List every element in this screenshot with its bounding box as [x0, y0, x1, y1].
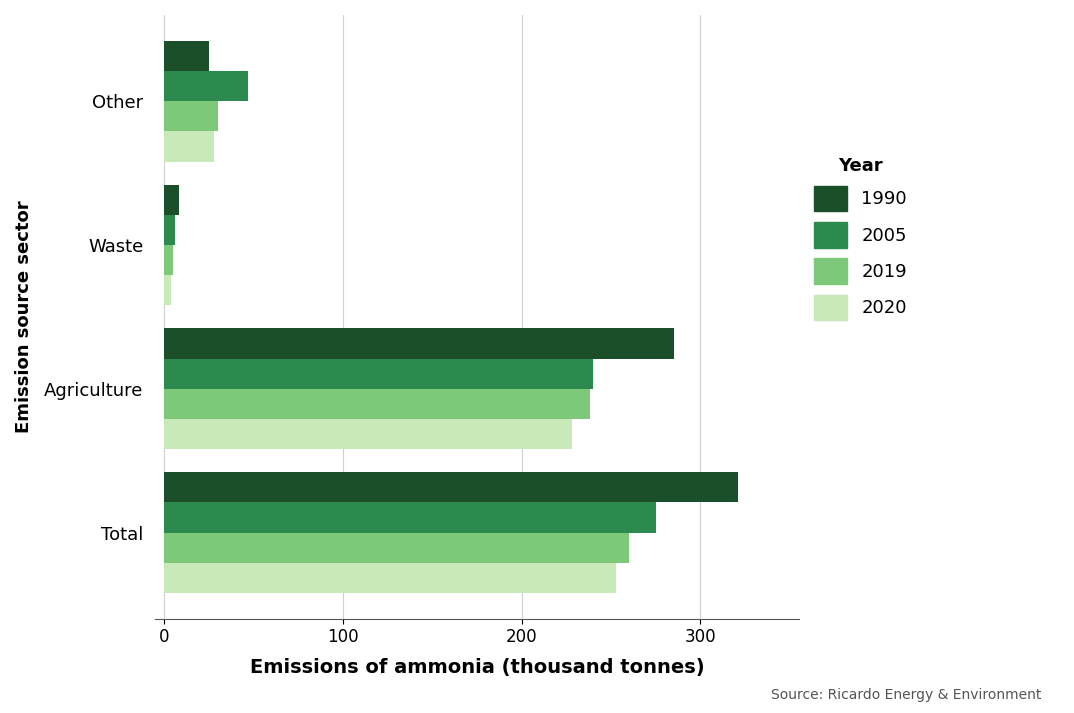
Bar	[164, 563, 616, 593]
Bar	[164, 472, 738, 503]
Bar	[164, 359, 593, 389]
Bar	[164, 245, 173, 275]
Text: Source: Ricardo Energy & Environment: Source: Ricardo Energy & Environment	[771, 688, 1042, 702]
Bar	[164, 389, 590, 419]
Legend: 1990, 2005, 2019, 2020: 1990, 2005, 2019, 2020	[814, 157, 906, 320]
Bar	[164, 71, 248, 101]
Y-axis label: Emission source sector: Emission source sector	[15, 200, 33, 434]
Bar	[164, 275, 172, 305]
Bar	[164, 131, 215, 162]
Bar	[164, 329, 673, 359]
Bar	[164, 503, 656, 533]
X-axis label: Emissions of ammonia (thousand tonnes): Emissions of ammonia (thousand tonnes)	[249, 657, 705, 677]
Bar	[164, 419, 571, 449]
Bar	[164, 215, 175, 245]
Bar	[164, 185, 178, 215]
Bar	[164, 533, 629, 563]
Bar	[164, 41, 209, 71]
Bar	[164, 101, 218, 131]
